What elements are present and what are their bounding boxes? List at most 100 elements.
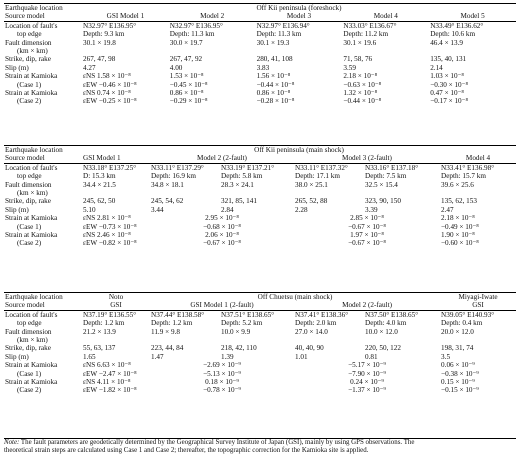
cell: 245, 54, 62 (151, 197, 184, 206)
cell: N33.16° E137.18° Depth: 7.5 km (365, 163, 419, 181)
event-title: Off Kii peninsula (main shock) (254, 146, 344, 154)
row-label: Location of fault's top edge (5, 163, 58, 181)
row-label: Strike, dip, rake (5, 197, 51, 206)
row-label: Slip (m) (5, 205, 29, 214)
cell: N33.49° E136.62° Depth: 10.6 km (430, 21, 484, 39)
table-noto-chuetsu-miyagi: Earthquake location Noto Off Chuetsu (ma… (4, 292, 516, 395)
cell: 0.86 × 10⁻⁸ −0.28 × 10⁻⁸ (256, 89, 295, 106)
cell: 2.14 (430, 63, 443, 72)
cell: 2.84 (221, 205, 234, 214)
cell: N37.51° E138.65° Depth: 5.2 km (221, 310, 275, 328)
cell: 3.83 (256, 63, 270, 72)
cell: 30.1 × 19.6 (343, 38, 377, 47)
event-title: Noto (108, 293, 124, 301)
model-header: Model 2 (2-fault) (294, 301, 441, 311)
row-label: Slip (m) (5, 63, 29, 72)
cell: 20.0 × 12.0 (441, 327, 474, 336)
label-source: Source model (4, 12, 82, 22)
cell: εNS 2.81 × 10⁻⁸ εEW −0.73 × 10⁻⁸ (83, 214, 137, 231)
cell: N33.18° E137.25° D: 15.3 km (83, 163, 137, 181)
row-label: Strain at Kamioka (Case 1) (5, 361, 58, 378)
cell: 1.56 × 10⁻⁸ −0.44 × 10⁻⁸ (256, 72, 295, 89)
cell: N37.19° E136.55° Depth: 1.2 km (83, 310, 137, 328)
cell: 220, 50, 122 (365, 344, 401, 353)
cell: N33.11° E137.32° Depth: 17.1 km (295, 163, 348, 181)
cell: 2.18 × 10⁻⁸ −0.49 × 10⁻⁸ (441, 214, 479, 231)
event-title: Off Chuetsu (main shock) (257, 293, 333, 301)
cell: 1.47 (151, 352, 164, 361)
label-eq: Earthquake location (5, 4, 63, 12)
row-label: Location of fault's top edge (5, 310, 58, 328)
row-label: Fault dimension (km × km) (5, 38, 52, 56)
cell: εNS 4.11 × 10⁻⁸ εEW −1.82 × 10⁻⁸ (83, 378, 137, 395)
model-header: Model 4 (440, 154, 516, 164)
row-label: Slip (m) (5, 352, 29, 361)
label-source: Source model (4, 154, 82, 164)
cell: 27.0 × 14.0 (295, 327, 328, 336)
table-mainshock: Earthquake location Off Kii peninsula (ma… (4, 145, 516, 248)
model-header: Model 5 (429, 12, 516, 22)
cell: 321, 85, 141 (221, 197, 257, 206)
cell: 34.4 × 21.5 (83, 180, 116, 189)
cell: 2.47 (441, 205, 454, 214)
label-source: Source model (4, 301, 82, 311)
model-header: GSI Model 1 (2-fault) (150, 301, 294, 311)
row-label: Fault dimension (km × km) (5, 180, 52, 198)
row-label: Strike, dip, rake (5, 55, 51, 64)
cell: εNS 0.74 × 10⁻⁸ εEW −0.25 × 10⁻⁸ (83, 89, 137, 106)
model-header: GSI (440, 301, 516, 311)
cell: 30.1 × 19.3 (256, 38, 290, 47)
model-header: Model 2 (2-fault) (150, 154, 294, 164)
cell: 21.2 × 13.9 (83, 327, 116, 336)
cell: 71, 58, 76 (343, 55, 373, 64)
cell: 0.24 × 10⁻⁹ −1.37 × 10⁻⁹ (348, 378, 386, 395)
cell: 280, 41, 108 (256, 55, 293, 64)
cell: 245, 62, 50 (83, 197, 116, 206)
row-label: Strain at Kamioka (Case 2) (5, 89, 58, 106)
row-label: Fault dimension (km × km) (5, 327, 52, 345)
cell: 198, 31, 74 (441, 344, 474, 353)
cell: 5.10 (83, 205, 96, 214)
cell: 1.97 × 10⁻⁸ −0.67 × 10⁻⁸ (348, 231, 386, 248)
cell: N33.19° E137.21° Depth: 5.8 km (221, 163, 275, 181)
cell: 223, 44, 84 (151, 344, 184, 353)
cell: 30.1 × 19.8 (83, 38, 116, 47)
cell: 2.95 × 10⁻⁸ −0.68 × 10⁻⁸ (203, 214, 241, 231)
cell: 265, 52, 88 (295, 197, 328, 206)
cell: 3.39 (365, 205, 378, 214)
model-header: Model 3 (2-fault) (294, 154, 440, 164)
event-title: Miyagi-Iwate (458, 293, 498, 301)
cell: 0.06 × 10⁻⁹ −0.38 × 10⁻⁹ (441, 361, 479, 378)
cell: 0.15 × 10⁻⁹ −0.15 × 10⁻⁹ (441, 378, 479, 395)
cell: εNS 2.46 × 10⁻⁸ εEW −0.82 × 10⁻⁸ (83, 231, 137, 248)
cell: εNS 1.58 × 10⁻⁸ εEW −0.46 × 10⁻⁸ (83, 72, 137, 89)
row-label: Strike, dip, rake (5, 344, 51, 353)
model-header: GSI (82, 301, 150, 311)
cell: 135, 62, 153 (441, 197, 477, 206)
table-note: Note: The fault parameters are geodetica… (4, 438, 516, 455)
cell: 46.4 × 13.9 (430, 38, 463, 47)
cell: 34.8 × 18.1 (151, 180, 184, 189)
row-label: Strain at Kamioka (Case 2) (5, 378, 58, 395)
cell: 30.0 × 19.7 (169, 38, 203, 47)
row-label: Strain at Kamioka (Case 2) (5, 231, 58, 248)
note-label: Note: (4, 439, 20, 446)
event-title: Off Kii peninsula (foreshock) (256, 4, 342, 12)
note-text-line1: The fault parameters are geodetically de… (20, 439, 415, 446)
cell: N32.97° E136.94° Depth: 11.3 km (256, 21, 310, 39)
cell: N32.97° E136.95° Depth: 11.3 km (169, 21, 223, 39)
cell: 323, 90, 150 (365, 197, 401, 206)
cell: N39.05° E140.93° Depth: 0.4 km (441, 310, 495, 328)
cell: 2.06 × 10⁻⁸ −0.67 × 10⁻⁸ (203, 231, 241, 248)
cell: 1.65 (83, 352, 96, 361)
cell: 1.03 × 10⁻⁸ −0.30 × 10⁻⁸ (430, 72, 468, 89)
cell: 1.53 × 10⁻⁸ −0.45 × 10⁻⁸ (169, 72, 208, 89)
cell: 2.85 × 10⁻⁸ −0.67 × 10⁻⁸ (348, 214, 386, 231)
cell: 3.59 (343, 63, 356, 72)
cell: 11.9 × 9.8 (151, 327, 180, 336)
cell: 267, 47, 92 (169, 55, 203, 64)
cell: N37.44° E138.58° Depth: 1.2 km (151, 310, 205, 328)
cell: N32.97° E136.95° Depth: 9.3 km (83, 21, 137, 39)
cell: 4.00 (169, 63, 183, 72)
cell: 10.0 × 12.0 (365, 327, 398, 336)
